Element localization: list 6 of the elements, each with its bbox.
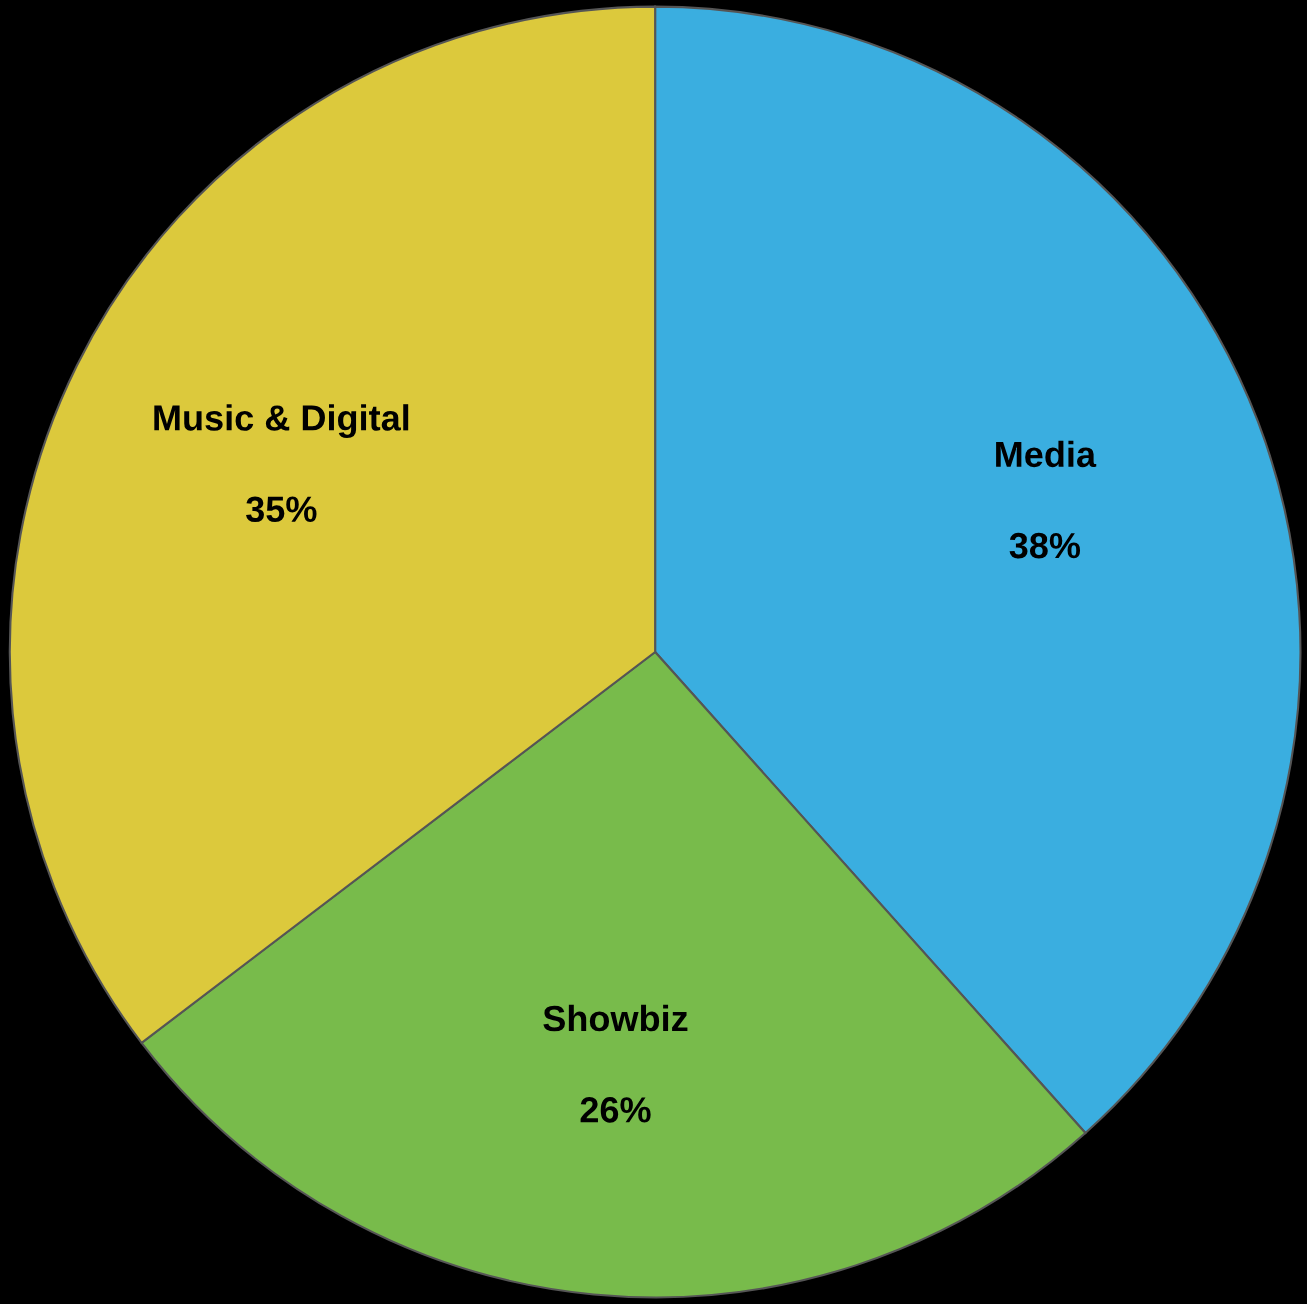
slice-label: Showbiz bbox=[543, 1004, 688, 1032]
data-label: 26% bbox=[580, 1097, 651, 1123]
slice-label: Media bbox=[996, 440, 1097, 468]
slice-label: Music & Digital bbox=[154, 404, 409, 439]
data-label: 38% bbox=[1009, 532, 1081, 559]
data-label: 35% bbox=[246, 496, 317, 523]
